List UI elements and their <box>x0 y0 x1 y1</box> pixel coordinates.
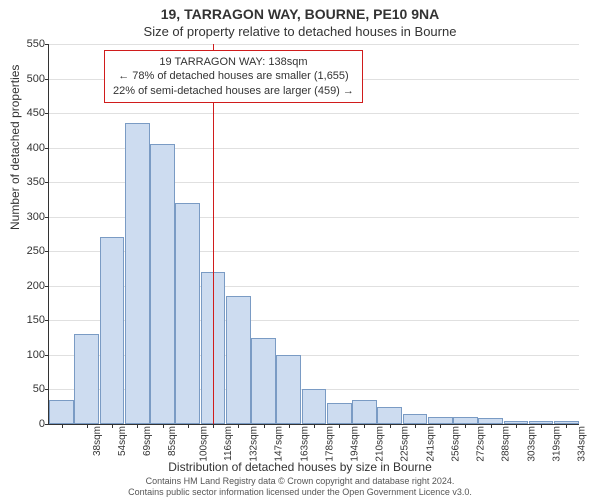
xtick-label: 210sqm <box>375 426 386 462</box>
xtick-mark <box>137 424 138 428</box>
xtick-mark <box>238 424 239 428</box>
histogram-bar <box>377 407 402 424</box>
histogram-bar <box>49 400 74 424</box>
page-title-address: 19, TARRAGON WAY, BOURNE, PE10 9NA <box>0 0 600 22</box>
histogram-bar <box>226 296 251 424</box>
xtick-mark <box>62 424 63 428</box>
xtick-mark <box>314 424 315 428</box>
xtick-label: 38sqm <box>92 426 103 456</box>
xtick-mark <box>440 424 441 428</box>
xtick-label: 319sqm <box>551 426 562 462</box>
xtick-label: 288sqm <box>501 426 512 462</box>
xtick-label: 256sqm <box>451 426 462 462</box>
xtick-mark <box>541 424 542 428</box>
page-subtitle: Size of property relative to detached ho… <box>0 22 600 39</box>
x-axis-label: Distribution of detached houses by size … <box>0 460 600 474</box>
ytick-mark <box>45 286 49 287</box>
xtick-label: 163sqm <box>299 426 310 462</box>
footer-line-2: Contains public sector information licen… <box>0 487 600 498</box>
histogram-bar <box>403 414 428 424</box>
histogram-chart: 05010015020025030035040045050055038sqm54… <box>48 44 579 425</box>
histogram-bar <box>352 400 377 424</box>
xtick-label: 85sqm <box>167 426 178 456</box>
xtick-label: 334sqm <box>577 426 588 462</box>
ytick-mark <box>45 44 49 45</box>
ytick-label: 150 <box>27 314 45 326</box>
ytick-label: 0 <box>39 418 45 430</box>
ytick-label: 500 <box>27 73 45 85</box>
histogram-bar <box>428 417 453 424</box>
ytick-label: 100 <box>27 349 45 361</box>
xtick-mark <box>213 424 214 428</box>
xtick-label: 225sqm <box>400 426 411 462</box>
xtick-mark <box>112 424 113 428</box>
xtick-mark <box>87 424 88 428</box>
histogram-bar <box>100 237 125 424</box>
ytick-mark <box>45 217 49 218</box>
histogram-bar <box>74 334 99 424</box>
infobox-line: ← 78% of detached houses are smaller (1,… <box>113 69 354 83</box>
gridline <box>49 113 579 114</box>
ytick-label: 250 <box>27 245 45 257</box>
ytick-label: 300 <box>27 211 45 223</box>
infobox-line: 19 TARRAGON WAY: 138sqm <box>113 55 354 69</box>
y-axis-label: Number of detached properties <box>8 65 22 230</box>
xtick-label: 303sqm <box>526 426 537 462</box>
xtick-mark <box>415 424 416 428</box>
ytick-mark <box>45 320 49 321</box>
ytick-label: 550 <box>27 38 45 50</box>
xtick-label: 54sqm <box>117 426 128 456</box>
histogram-bar <box>302 389 327 424</box>
xtick-mark <box>289 424 290 428</box>
xtick-label: 100sqm <box>198 426 209 462</box>
histogram-bar <box>453 417 478 424</box>
histogram-bar <box>327 403 352 424</box>
gridline <box>49 44 579 45</box>
ytick-label: 400 <box>27 142 45 154</box>
xtick-label: 132sqm <box>249 426 260 462</box>
xtick-label: 272sqm <box>476 426 487 462</box>
xtick-label: 241sqm <box>425 426 436 462</box>
xtick-label: 194sqm <box>350 426 361 462</box>
xtick-mark <box>264 424 265 428</box>
ytick-label: 450 <box>27 107 45 119</box>
ytick-mark <box>45 182 49 183</box>
xtick-label: 178sqm <box>324 426 335 462</box>
xtick-mark <box>390 424 391 428</box>
xtick-mark <box>163 424 164 428</box>
xtick-mark <box>339 424 340 428</box>
histogram-bar <box>125 123 150 424</box>
ytick-label: 350 <box>27 176 45 188</box>
ytick-mark <box>45 113 49 114</box>
xtick-mark <box>566 424 567 428</box>
xtick-label: 147sqm <box>274 426 285 462</box>
xtick-mark <box>364 424 365 428</box>
footer-attribution: Contains HM Land Registry data © Crown c… <box>0 476 600 498</box>
histogram-bar <box>150 144 175 424</box>
histogram-bar <box>251 338 276 424</box>
histogram-bar <box>276 355 301 424</box>
infobox-line: 22% of semi-detached houses are larger (… <box>113 84 354 98</box>
ytick-mark <box>45 355 49 356</box>
property-info-box: 19 TARRAGON WAY: 138sqm← 78% of detached… <box>104 50 363 103</box>
ytick-mark <box>45 79 49 80</box>
xtick-label: 116sqm <box>223 426 234 461</box>
ytick-label: 50 <box>33 383 45 395</box>
xtick-label: 69sqm <box>142 426 153 456</box>
ytick-mark <box>45 148 49 149</box>
xtick-mark <box>516 424 517 428</box>
xtick-mark <box>491 424 492 428</box>
xtick-mark <box>465 424 466 428</box>
histogram-bar <box>175 203 200 424</box>
ytick-label: 200 <box>27 280 45 292</box>
ytick-mark <box>45 424 49 425</box>
xtick-mark <box>188 424 189 428</box>
ytick-mark <box>45 389 49 390</box>
footer-line-1: Contains HM Land Registry data © Crown c… <box>0 476 600 487</box>
ytick-mark <box>45 251 49 252</box>
